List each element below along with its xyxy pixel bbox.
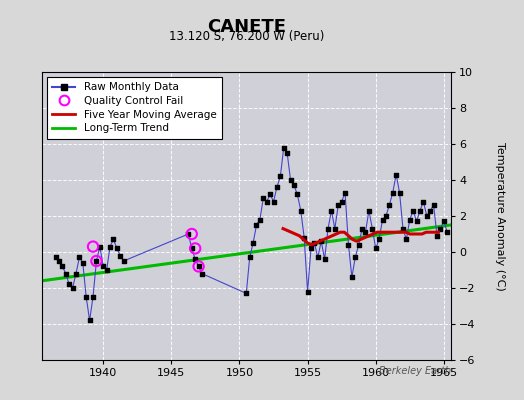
Point [440, 218, 448, 225]
Point [102, 267, 111, 273]
Point [92, 258, 101, 264]
Point [354, 242, 363, 248]
Point [266, 191, 274, 198]
Point [297, 207, 305, 214]
Point [269, 198, 278, 205]
Point [276, 173, 285, 180]
Point [263, 198, 271, 205]
Text: CANETE: CANETE [207, 18, 286, 36]
Point [388, 189, 397, 196]
Point [358, 225, 366, 232]
Point [194, 263, 203, 270]
Point [365, 207, 373, 214]
Point [283, 150, 291, 156]
Point [82, 294, 91, 300]
Point [259, 195, 267, 201]
Point [252, 222, 260, 228]
Point [436, 225, 444, 232]
Point [55, 258, 63, 264]
Point [351, 254, 359, 261]
Point [416, 207, 424, 214]
Point [317, 238, 325, 244]
Point [194, 263, 203, 270]
Point [433, 233, 441, 239]
Point [409, 207, 417, 214]
Point [385, 202, 394, 208]
Point [392, 171, 400, 178]
Point [184, 231, 193, 237]
Point [426, 207, 434, 214]
Point [328, 207, 336, 214]
Point [72, 270, 80, 277]
Text: Berkeley Earth: Berkeley Earth [378, 366, 451, 376]
Point [287, 177, 295, 183]
Point [85, 317, 94, 324]
Point [188, 245, 196, 252]
Point [334, 202, 342, 208]
Point [341, 189, 350, 196]
Point [191, 245, 199, 252]
Point [79, 260, 87, 266]
Point [106, 243, 114, 250]
Point [372, 245, 380, 252]
Point [69, 285, 77, 291]
Point [310, 240, 319, 246]
Point [96, 243, 104, 250]
Point [347, 274, 356, 280]
Point [109, 236, 117, 242]
Point [99, 263, 107, 270]
Point [422, 213, 431, 219]
Point [65, 281, 73, 288]
Point [307, 245, 315, 252]
Point [290, 182, 298, 188]
Point [198, 270, 206, 277]
Point [320, 256, 329, 262]
Point [395, 189, 403, 196]
Y-axis label: Temperature Anomaly (°C): Temperature Anomaly (°C) [495, 142, 505, 290]
Point [331, 225, 339, 232]
Point [242, 290, 250, 297]
Point [191, 256, 199, 262]
Point [272, 184, 281, 190]
Point [337, 198, 346, 205]
Point [89, 243, 97, 250]
Point [406, 216, 414, 223]
Point [92, 258, 101, 264]
Point [375, 236, 383, 242]
Point [381, 213, 390, 219]
Point [419, 198, 428, 205]
Point [344, 242, 353, 248]
Point [61, 270, 70, 277]
Point [116, 252, 124, 259]
Point [113, 245, 121, 252]
Point [314, 254, 322, 261]
Point [256, 216, 264, 223]
Point [188, 231, 196, 237]
Point [378, 216, 387, 223]
Point [249, 240, 257, 246]
Point [300, 234, 309, 241]
Point [303, 288, 312, 295]
Text: 13.120 S, 76.200 W (Peru): 13.120 S, 76.200 W (Peru) [169, 30, 324, 43]
Point [279, 144, 288, 151]
Point [245, 254, 254, 261]
Point [58, 263, 67, 270]
Point [443, 229, 452, 235]
Point [412, 218, 421, 225]
Point [75, 254, 83, 261]
Point [368, 225, 376, 232]
Point [402, 236, 410, 242]
Point [51, 254, 60, 261]
Point [293, 191, 301, 198]
Point [324, 225, 332, 232]
Legend: Raw Monthly Data, Quality Control Fail, Five Year Moving Average, Long-Term Tren: Raw Monthly Data, Quality Control Fail, … [47, 77, 222, 138]
Point [430, 202, 438, 208]
Point [89, 294, 97, 300]
Point [399, 225, 407, 232]
Point [119, 258, 128, 264]
Point [361, 229, 369, 235]
